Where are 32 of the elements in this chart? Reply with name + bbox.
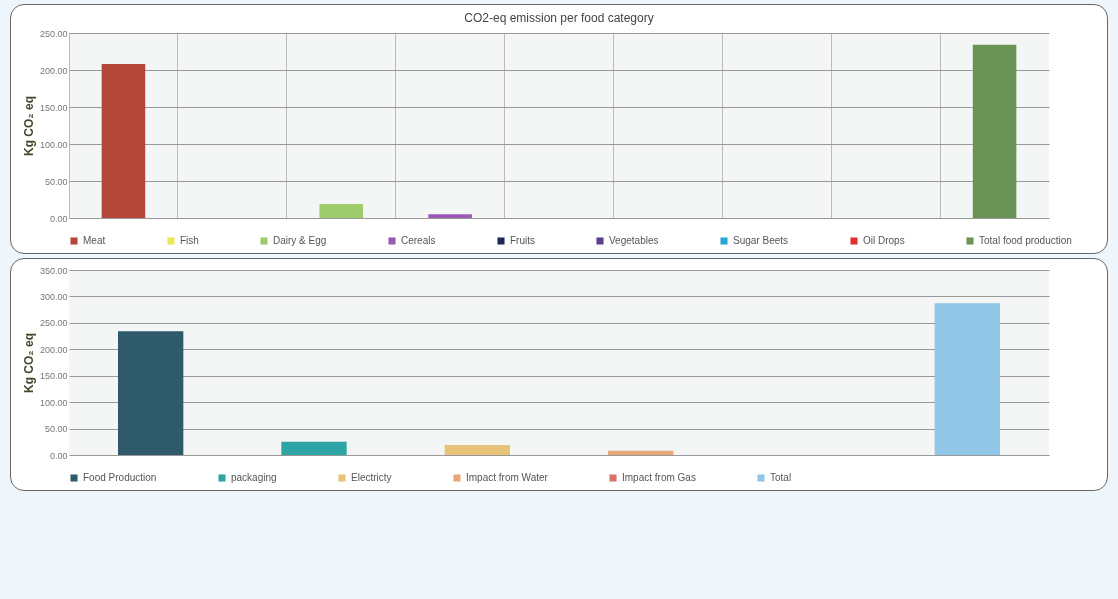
y-axis-title: Kg CO₂ eq [21,333,36,393]
legend-label: Fruits [510,235,535,246]
y-tick-label: 250.00 [39,318,68,329]
legend-label: Meat [83,235,106,246]
legend-label: Total food production [979,235,1072,246]
y-tick-label: 50.00 [44,176,68,187]
y-axis-title: Kg CO₂ eq [21,96,36,156]
legend-label: Food Production [83,472,157,483]
legend-label: Cereals [401,235,436,246]
legend-label: packaging [231,472,277,483]
y-tick-label: 100.00 [39,397,68,408]
y-tick-label: 50.00 [44,424,68,435]
y-tick-label: 150.00 [39,102,68,113]
y-tick-label: 350.00 [39,265,68,276]
y-tick-label: 200.00 [39,344,68,355]
legend-label: Vegetables [609,235,659,246]
legend-label: Total [770,472,792,483]
y-tick-label: 300.00 [39,291,68,302]
legend-label: Fish [180,235,199,246]
legend-label: Impact from Gas [622,472,696,483]
y-tick-label: 0.00 [49,213,68,224]
legend-label: Sugar Beets [733,235,789,246]
y-tick-label: 0.00 [49,450,68,461]
legend-label: Impact from Water [466,472,549,483]
y-tick-label: 150.00 [39,371,68,382]
y-tick-label: 100.00 [39,139,68,150]
y-tick-label: 250.00 [39,28,68,39]
y-tick-label: 200.00 [39,65,68,76]
chart-title: CO2-eq emission per food category [464,11,654,25]
legend-label: Dairy & Egg [273,235,327,246]
legend-label: Oil Drops [863,235,905,246]
legend-label: Electricty [351,472,392,483]
